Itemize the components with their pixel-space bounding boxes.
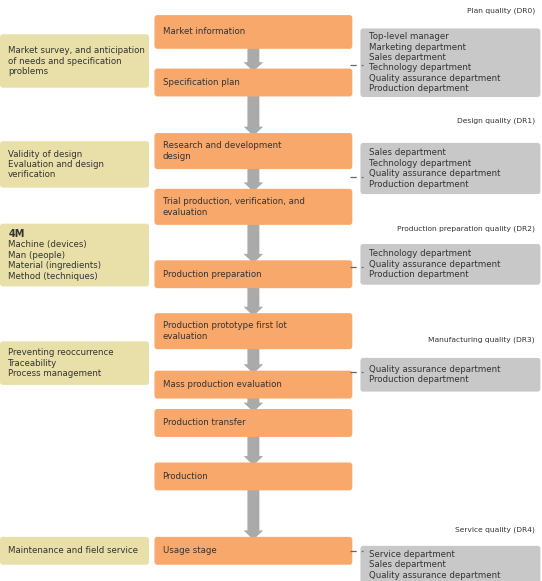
- Text: Quality assurance department
Production department: Quality assurance department Production …: [369, 365, 500, 385]
- Text: 4M: 4M: [8, 228, 24, 239]
- FancyBboxPatch shape: [154, 313, 352, 349]
- Text: Machine (devices): Machine (devices): [8, 240, 87, 249]
- Text: Maintenance and field service: Maintenance and field service: [8, 546, 138, 555]
- Text: Top-level manager
Marketing department
Sales department
Technology department
Qu: Top-level manager Marketing department S…: [369, 33, 500, 93]
- Polygon shape: [243, 46, 263, 71]
- Text: Manufacturing quality (DR3): Manufacturing quality (DR3): [428, 336, 535, 343]
- Text: Production: Production: [163, 472, 208, 481]
- Polygon shape: [243, 166, 263, 192]
- Text: Usage stage: Usage stage: [163, 546, 216, 555]
- Polygon shape: [243, 396, 263, 412]
- Text: Preventing reoccurrence
Traceability
Process management: Preventing reoccurrence Traceability Pro…: [8, 348, 114, 378]
- Text: Service quality (DR4): Service quality (DR4): [455, 527, 535, 533]
- Text: Market survey, and anticipation
of needs and specification
problems: Market survey, and anticipation of needs…: [8, 46, 145, 76]
- FancyBboxPatch shape: [154, 189, 352, 225]
- Text: Research and development
design: Research and development design: [163, 141, 281, 161]
- Text: Technology department
Quality assurance department
Production department: Technology department Quality assurance …: [369, 249, 500, 279]
- Text: Design quality (DR1): Design quality (DR1): [457, 117, 535, 124]
- Polygon shape: [243, 487, 263, 540]
- FancyBboxPatch shape: [0, 141, 149, 188]
- FancyBboxPatch shape: [154, 462, 352, 490]
- Text: Production preparation quality (DR2): Production preparation quality (DR2): [397, 226, 535, 232]
- Text: Specification plan: Specification plan: [163, 78, 240, 87]
- FancyBboxPatch shape: [154, 69, 352, 96]
- Text: Service department
Sales department
Quality assurance department: Service department Sales department Qual…: [369, 550, 500, 580]
- Text: Market information: Market information: [163, 27, 245, 37]
- FancyBboxPatch shape: [154, 133, 352, 169]
- FancyBboxPatch shape: [360, 358, 540, 392]
- Text: Trial production, verification, and
evaluation: Trial production, verification, and eval…: [163, 197, 305, 217]
- FancyBboxPatch shape: [154, 371, 352, 399]
- Polygon shape: [243, 94, 263, 136]
- FancyBboxPatch shape: [360, 546, 540, 581]
- FancyBboxPatch shape: [0, 537, 149, 565]
- Text: Production preparation: Production preparation: [163, 270, 261, 279]
- Polygon shape: [243, 434, 263, 465]
- FancyBboxPatch shape: [154, 409, 352, 437]
- Text: Plan quality (DR0): Plan quality (DR0): [467, 8, 535, 14]
- FancyBboxPatch shape: [154, 537, 352, 565]
- Text: Production transfer: Production transfer: [163, 418, 245, 428]
- Text: Man (people): Man (people): [8, 250, 65, 260]
- FancyBboxPatch shape: [154, 260, 352, 288]
- FancyBboxPatch shape: [0, 341, 149, 385]
- Polygon shape: [243, 285, 263, 316]
- FancyBboxPatch shape: [360, 28, 540, 97]
- Text: Mass production evaluation: Mass production evaluation: [163, 380, 281, 389]
- FancyBboxPatch shape: [0, 224, 149, 286]
- Text: Method (techniques): Method (techniques): [8, 272, 98, 281]
- Polygon shape: [243, 222, 263, 263]
- FancyBboxPatch shape: [0, 34, 149, 88]
- FancyBboxPatch shape: [360, 244, 540, 285]
- Text: Validity of design
Evaluation and design
verification: Validity of design Evaluation and design…: [8, 149, 104, 180]
- Text: Production prototype first lot
evaluation: Production prototype first lot evaluatio…: [163, 321, 287, 341]
- FancyBboxPatch shape: [360, 143, 540, 194]
- FancyBboxPatch shape: [154, 15, 352, 49]
- Text: Sales department
Technology department
Quality assurance department
Production d: Sales department Technology department Q…: [369, 148, 500, 189]
- Text: Material (ingredients): Material (ingredients): [8, 261, 101, 270]
- Polygon shape: [243, 346, 263, 374]
